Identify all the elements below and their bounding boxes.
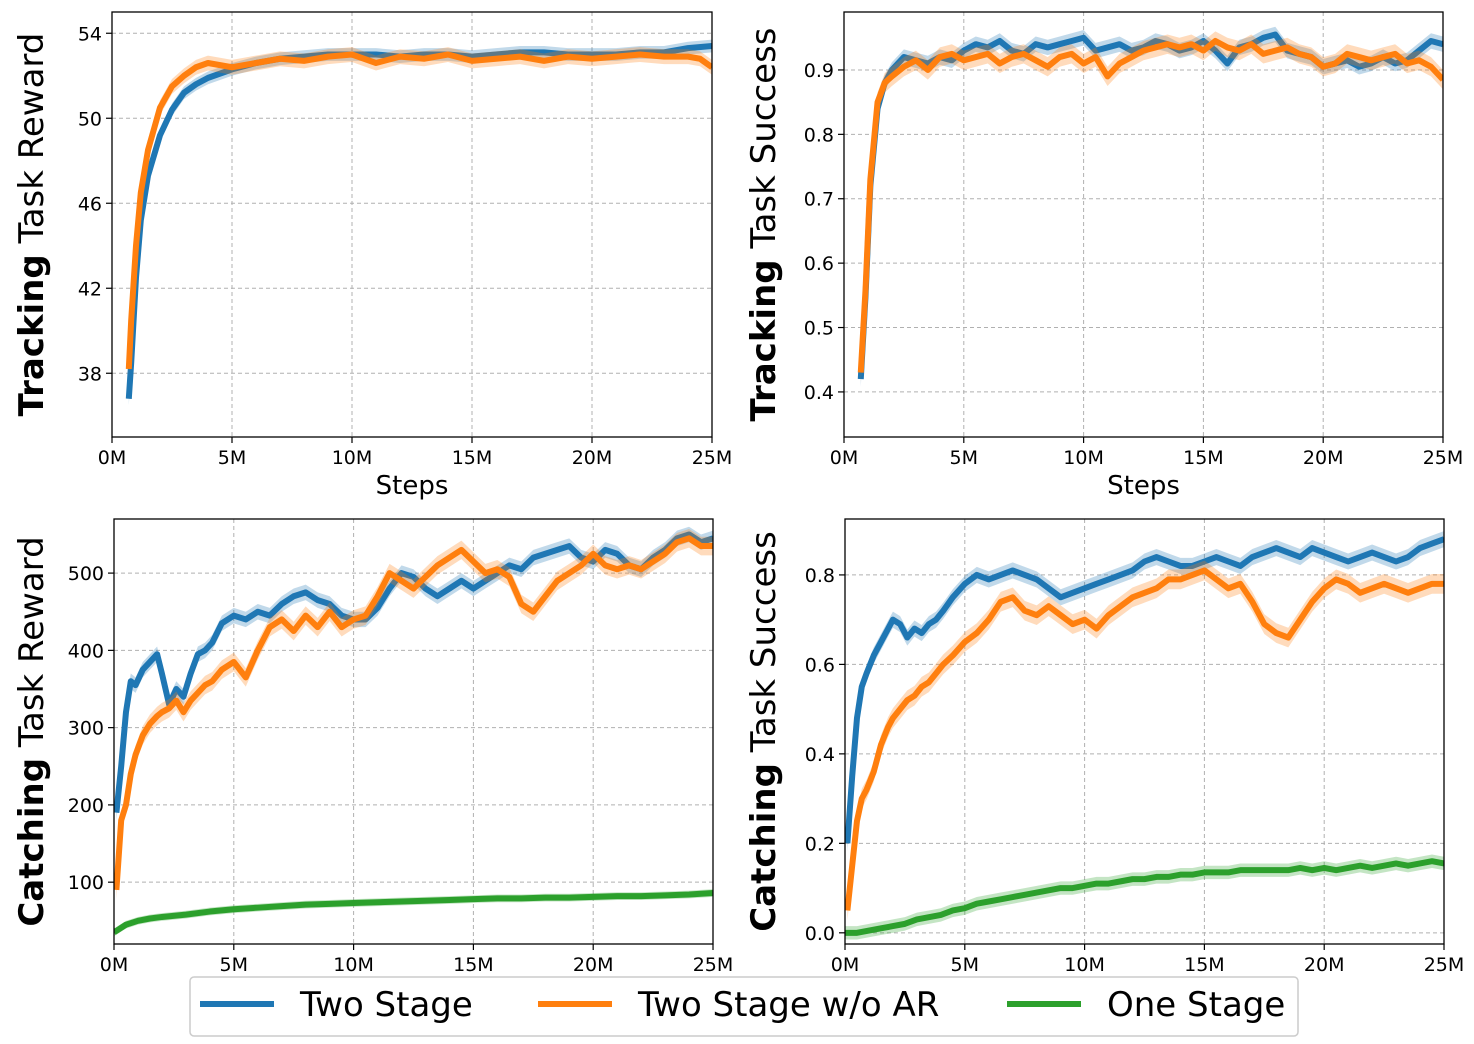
x-tick-label: 5M xyxy=(950,447,978,469)
y-axis-label: Catching Task Reward xyxy=(12,536,52,926)
chart-panel-1: 0M 5M 10M 15M 20M 25M 38 42 46 50 54 Steps Tracking … xyxy=(12,11,733,501)
y-tick-label: 0.2 xyxy=(805,833,835,855)
series-group xyxy=(114,526,713,937)
legend-label-one-stage: One Stage xyxy=(1107,985,1285,1025)
y-tick-label: 300 xyxy=(68,718,104,740)
legend-label-two-stage: Two Stage xyxy=(299,985,473,1025)
axes-frame xyxy=(843,11,1444,438)
x-tick-label: 20M xyxy=(573,954,614,976)
y-tick-label: 54 xyxy=(78,23,102,45)
x-tick-label: 10M xyxy=(332,447,373,469)
series-group xyxy=(857,26,1443,387)
chart-panel-2: 0M 5M 10M 15M 20M 25M 0.4 0.5 0.6 0.7 0.8 0.9 Steps T… xyxy=(744,11,1464,501)
x-tick-label: 15M xyxy=(1184,954,1225,976)
series-line-one-stage xyxy=(845,858,1444,936)
y-tick-label: 42 xyxy=(78,278,102,300)
y-tick-label: 0.4 xyxy=(805,744,835,766)
x-tick-label: 5M xyxy=(951,954,979,976)
y-axis-label: Catching Task Success xyxy=(744,531,784,932)
series-band-two-stage xyxy=(847,531,1444,852)
chart-panel-3: 0M 5M 10M 15M 20M 25M 100 200 300 400 500 Catching … xyxy=(12,518,734,976)
x-tick-label: 10M xyxy=(1063,447,1104,469)
series-line-two-stage-w-o-ar xyxy=(857,37,1443,373)
y-axis-label-rest: Task Reward xyxy=(12,536,52,758)
y-tick-label: 200 xyxy=(68,795,104,817)
x-tick-label: 0M xyxy=(98,447,126,469)
legend: Two Stage Two Stage w/o AR One Stage xyxy=(189,976,1299,1037)
series-line-one-stage xyxy=(114,890,713,935)
series-band-two-stage-w-o-ar xyxy=(116,529,713,900)
legend-label-two-stage-w-o-ar: Two Stage w/o AR xyxy=(637,985,939,1025)
series-line-two-stage xyxy=(845,536,1444,844)
x-tick-label: 0M xyxy=(831,954,859,976)
series-line-two-stage-w-o-ar xyxy=(125,51,712,370)
x-tick-label: 0M xyxy=(100,954,128,976)
y-tick-label: 38 xyxy=(78,363,102,385)
series-band-one-stage xyxy=(114,889,713,937)
x-tick-label: 25M xyxy=(693,954,734,976)
series-band-two-stage xyxy=(860,26,1443,387)
series-band-one-stage xyxy=(845,854,1444,940)
x-tick-label: 20M xyxy=(1304,954,1345,976)
x-tick-label: 15M xyxy=(452,447,493,469)
y-axis-label-bold: Catching xyxy=(744,763,784,932)
axes-frame xyxy=(844,518,1445,945)
chart-panel-4: 0M 5M 10M 15M 20M 25M 0.0 0.2 0.4 0.6 0.8 Catching … xyxy=(744,518,1465,976)
y-tick-label: 0.4 xyxy=(804,382,834,404)
x-tick-label: 20M xyxy=(572,447,613,469)
y-tick-label: 0.7 xyxy=(804,189,834,211)
series-line-two-stage-w-o-ar xyxy=(114,535,713,891)
x-tick-label: 5M xyxy=(220,954,248,976)
y-axis-label: Tracking Task Reward xyxy=(12,33,52,417)
x-tick-label: 20M xyxy=(1303,447,1344,469)
series-band-two-stage-w-o-ar xyxy=(860,31,1443,383)
y-tick-label: 50 xyxy=(78,108,102,130)
y-axis-label-rest: Task Success xyxy=(744,28,784,260)
x-tick-label: 10M xyxy=(1064,954,1105,976)
x-tick-label: 15M xyxy=(1183,447,1224,469)
series-line-two-stage-w-o-ar xyxy=(845,567,1444,911)
legend-box xyxy=(189,976,1299,1037)
y-tick-label: 100 xyxy=(68,872,104,894)
series-line-two-stage xyxy=(125,43,712,399)
y-axis-label-rest: Task Reward xyxy=(12,33,52,255)
y-tick-label: 46 xyxy=(78,193,102,215)
y-axis-label-bold: Catching xyxy=(12,758,52,927)
y-axis-label: Tracking Task Success xyxy=(744,28,784,422)
axes-frame xyxy=(113,518,714,945)
y-tick-label: 0.6 xyxy=(805,654,835,676)
series-group xyxy=(125,39,712,406)
y-axis-label-rest: Task Success xyxy=(744,531,784,763)
y-tick-label: 500 xyxy=(68,563,104,585)
y-tick-label: 0.5 xyxy=(804,318,834,340)
y-axis-label-bold: Tracking xyxy=(12,254,52,416)
y-tick-label: 0.8 xyxy=(805,565,835,587)
x-tick-label: 15M xyxy=(453,954,494,976)
y-tick-label: 0.8 xyxy=(804,124,834,146)
x-tick-label: 0M xyxy=(830,447,858,469)
x-tick-label: 25M xyxy=(1423,447,1464,469)
x-tick-label: 25M xyxy=(692,447,733,469)
x-tick-label: 5M xyxy=(218,447,246,469)
y-tick-label: 0.6 xyxy=(804,253,834,275)
axes-frame xyxy=(111,11,713,438)
x-axis-label: Steps xyxy=(1107,471,1180,501)
x-axis-label: Steps xyxy=(376,471,449,501)
series-group xyxy=(845,531,1444,940)
y-tick-label: 0.9 xyxy=(804,60,834,82)
y-tick-label: 0.0 xyxy=(805,923,835,945)
series-band-two-stage-w-o-ar xyxy=(128,47,712,377)
y-tick-label: 400 xyxy=(68,640,104,662)
x-tick-label: 10M xyxy=(333,954,374,976)
y-axis-label-bold: Tracking xyxy=(744,259,784,421)
series-band-two-stage xyxy=(128,39,712,406)
x-tick-label: 25M xyxy=(1424,954,1465,976)
